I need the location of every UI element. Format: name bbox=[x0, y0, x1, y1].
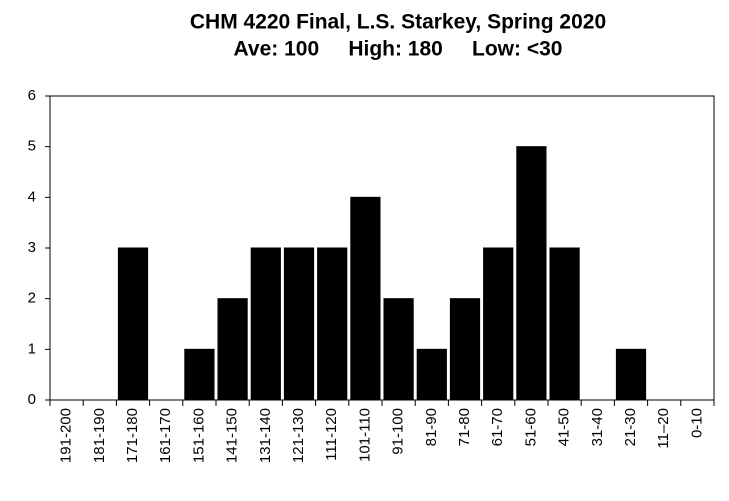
x-tick-label: 31-40 bbox=[589, 408, 606, 446]
bar bbox=[283, 247, 315, 401]
bar bbox=[184, 348, 215, 401]
y-tick-label: 3 bbox=[28, 239, 36, 256]
plot-frame bbox=[49, 95, 715, 401]
x-tick-label: 41-50 bbox=[556, 408, 573, 446]
y-tick-label: 6 bbox=[28, 87, 36, 104]
x-tick-label: 91-100 bbox=[390, 408, 407, 455]
x-tick-label: 191-200 bbox=[58, 408, 75, 463]
x-tick-label: 61-70 bbox=[489, 408, 506, 446]
bar bbox=[350, 196, 381, 401]
bar bbox=[317, 247, 348, 401]
bar bbox=[615, 348, 647, 401]
x-tick-label: 141-150 bbox=[224, 408, 241, 463]
x-tick-label: 101-110 bbox=[356, 408, 373, 462]
x-tick-label: 71-80 bbox=[456, 408, 473, 446]
x-tick-label: 81-90 bbox=[423, 408, 440, 446]
bar bbox=[416, 348, 447, 401]
x-tick-label: 181-190 bbox=[91, 408, 108, 463]
x-tick-label: 111-120 bbox=[323, 408, 340, 461]
y-tick-label: 1 bbox=[28, 340, 36, 357]
bar bbox=[549, 247, 580, 401]
x-tick-label: 0-10 bbox=[688, 408, 705, 438]
x-tick-label: 171-180 bbox=[124, 408, 141, 463]
bar bbox=[217, 298, 248, 401]
y-tick-label: 5 bbox=[28, 138, 36, 155]
y-tick-label: 0 bbox=[28, 391, 36, 408]
y-tick-label: 2 bbox=[28, 290, 36, 307]
bar bbox=[449, 298, 481, 401]
bar bbox=[383, 298, 414, 401]
bar bbox=[250, 247, 281, 401]
x-tick-label: 121-130 bbox=[290, 408, 307, 463]
x-tick-label: 151-160 bbox=[190, 408, 207, 463]
x-tick-label: 51-60 bbox=[522, 408, 539, 446]
chart-title: CHM 4220 Final, L.S. Starkey, Spring 202… bbox=[190, 11, 606, 34]
x-tick-label: 131-140 bbox=[257, 408, 274, 463]
x-tick-label: 21-30 bbox=[622, 408, 639, 446]
bar bbox=[117, 247, 149, 401]
bar bbox=[516, 146, 547, 401]
x-tick-label: 11–20 bbox=[655, 408, 672, 449]
bar bbox=[483, 247, 514, 401]
chart-subtitle: Ave: 100 High: 180 Low: <30 bbox=[234, 38, 563, 61]
x-tick-label: 161-170 bbox=[157, 408, 174, 463]
y-tick-label: 4 bbox=[28, 188, 36, 205]
